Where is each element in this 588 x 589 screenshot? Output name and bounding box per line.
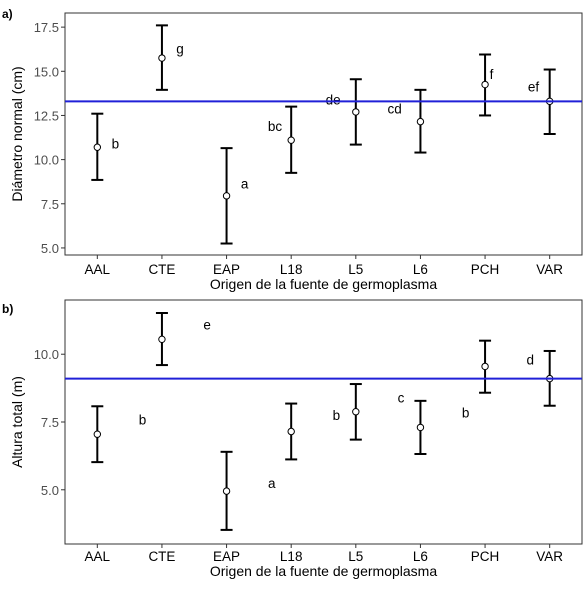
panel-1-xtick-label: AAL (85, 262, 111, 277)
panel-2-mean-point-CTE (158, 335, 166, 344)
panel-2-mean-point-PCH (481, 362, 489, 371)
panel-2-xtick-label: EAP (213, 549, 240, 564)
panel-2-xtick-label: PCH (471, 549, 500, 564)
panel-2-group-letter-EAP: a (268, 476, 276, 491)
panel-1-label: a) (2, 7, 13, 21)
panel-2-group-letter-AAL: b (139, 412, 147, 427)
panel-1-ytick-label: 5.0 (41, 241, 59, 256)
panel-1-ytick-label: 10.0 (34, 153, 59, 168)
panel-2-group-letter-L18: b (333, 408, 341, 423)
panel-2-group-letter-CTE: e (203, 317, 211, 332)
panel-1-xtick-label: L18 (280, 262, 303, 277)
panel-1-mean-point-EAP (222, 192, 231, 200)
panel-2-label: b) (2, 302, 13, 316)
panel-2-xtick-label: VAR (536, 549, 563, 564)
panel-1-mean-point-L5 (352, 108, 360, 116)
panel-2-ytick-label: 10.0 (34, 347, 59, 362)
panel-1-mean-point-CTE (158, 54, 166, 62)
panel-2-mean-point-L18 (287, 427, 295, 436)
panel-1-plot-frame (64, 12, 583, 256)
panel-1-xtick-label: VAR (536, 262, 563, 277)
panel-1-group-letter-EAP: a (241, 176, 249, 191)
panel-2-ytick-label: 5.0 (41, 483, 59, 498)
panel-2-ytick-label: 7.5 (41, 415, 59, 430)
panel-1-mean-point-L18 (287, 136, 295, 144)
panel-2-group-letter-PCH: d (527, 353, 535, 368)
panel-2-xtick-label: CTE (148, 549, 175, 564)
panel-2-xtick-label: L6 (413, 549, 428, 564)
panel-1-group-letter-AAL: b (112, 137, 120, 152)
panel-1-group-letter-L5: de (326, 93, 341, 108)
panel-1-xtick-label: CTE (148, 262, 175, 277)
panel-2-mean-point-L6 (416, 423, 425, 432)
panel-1-group-letter-L6: cd (387, 101, 401, 116)
panel-1-xtick-label: L5 (348, 262, 363, 277)
panel-1-xtick-label: L6 (413, 262, 428, 277)
panel-2-xtick-label: L18 (280, 549, 303, 564)
panel-2-mean-point-L5 (352, 407, 360, 416)
panel-1-group-letter-L18: bc (268, 119, 283, 134)
panel-2-mean-point-AAL (93, 430, 102, 438)
panel-1-group-letter-VAR: ef (528, 79, 540, 94)
panel-1-mean-point-AAL (93, 143, 102, 151)
panel-1-y-axis-label: Diámetro normal (cm) (9, 66, 25, 201)
panel-1-ytick-label: 17.5 (34, 20, 59, 35)
panel-1-xtick-label: PCH (471, 262, 500, 277)
panel-1-mean-point-L6 (416, 117, 425, 126)
panel-1-xtick-label: EAP (213, 262, 240, 277)
panel-2-xtick-label: L5 (348, 549, 363, 564)
panel-1-mean-point-PCH (481, 80, 489, 89)
panel-1-ytick-label: 15.0 (34, 64, 59, 79)
panel-2-group-letter-L5: c (398, 391, 405, 406)
panel-1-group-letter-PCH: f (490, 67, 494, 82)
panel-2-y-axis-label: Altura total (m) (9, 376, 25, 468)
panel-1-ytick-label: 12.5 (34, 108, 59, 123)
panel-2-x-axis-label: Origen de la fuente de germoplasma (210, 563, 437, 579)
panel-1-group-letter-CTE: g (176, 41, 184, 56)
panel-2-group-letter-L6: b (462, 406, 470, 421)
panel-1-x-axis-label: Origen de la fuente de germoplasma (210, 276, 437, 292)
panel-1-ytick-label: 7.5 (41, 197, 59, 212)
panel-2-xtick-label: AAL (85, 549, 111, 564)
panel-2-mean-point-EAP (222, 487, 231, 495)
